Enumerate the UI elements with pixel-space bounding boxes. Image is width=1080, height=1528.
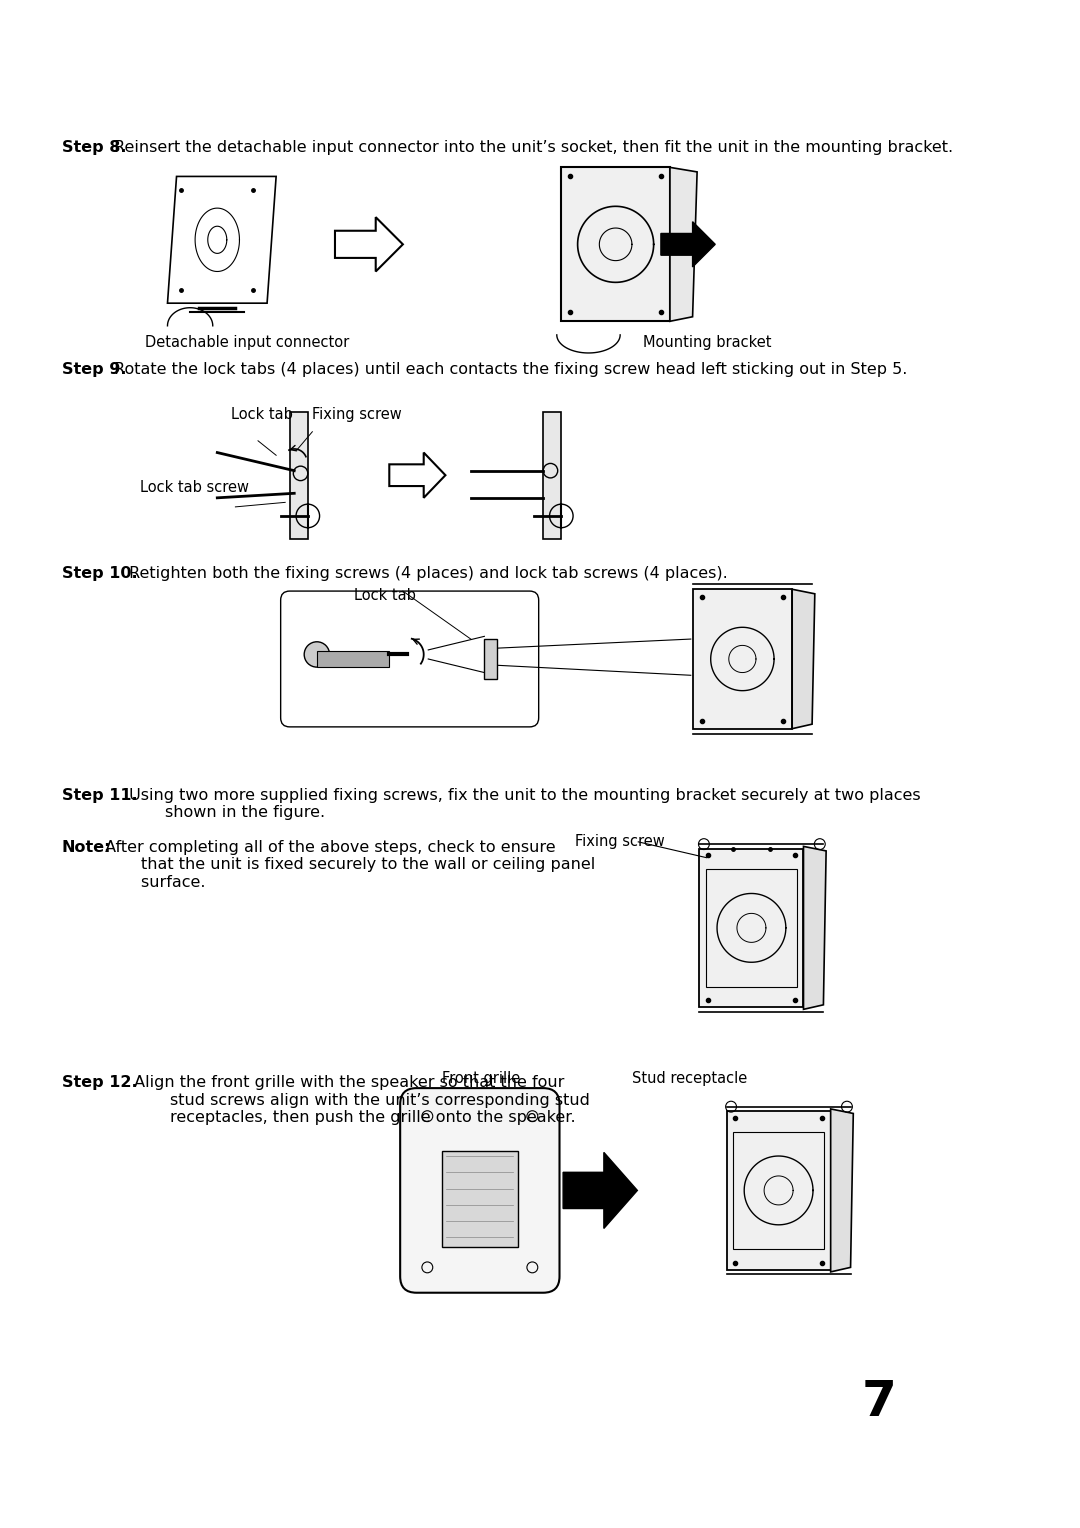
Polygon shape (543, 413, 562, 538)
Polygon shape (661, 222, 715, 267)
Text: 7: 7 (862, 1378, 896, 1426)
Bar (733, 1132, 824, 1250)
Polygon shape (484, 639, 497, 678)
Polygon shape (563, 1152, 637, 1229)
Text: Using two more supplied fixing screws, fix the unit to the mounting bracket secu: Using two more supplied fixing screws, f… (124, 787, 920, 821)
Text: Detachable input connector: Detachable input connector (145, 335, 349, 350)
Text: Step 9.: Step 9. (62, 362, 126, 377)
Text: Retighten both the fixing screws (4 places) and lock tab screws (4 places).: Retighten both the fixing screws (4 plac… (124, 565, 728, 581)
Bar (706, 869, 797, 987)
Circle shape (305, 642, 329, 668)
Text: Mounting bracket: Mounting bracket (643, 335, 771, 350)
Text: Step 12.: Step 12. (62, 1076, 137, 1091)
Text: Lock tab: Lock tab (231, 408, 293, 422)
Text: Step 10.: Step 10. (62, 565, 137, 581)
Text: Fixing screw: Fixing screw (312, 408, 402, 422)
Text: Rotate the lock tabs (4 places) until each contacts the fixing screw head left s: Rotate the lock tabs (4 places) until ea… (109, 362, 907, 377)
Bar (700, 848, 804, 1007)
Polygon shape (289, 413, 308, 538)
Polygon shape (804, 847, 826, 1010)
Bar (692, 588, 792, 729)
Text: Step 11.: Step 11. (62, 787, 137, 802)
Polygon shape (792, 590, 814, 729)
FancyBboxPatch shape (401, 1088, 559, 1293)
Text: After completing all of the above steps, check to ensure
        that the unit i: After completing all of the above steps,… (99, 840, 595, 889)
Text: Align the front grille with the speaker so that the four
        stud screws ali: Align the front grille with the speaker … (129, 1076, 590, 1125)
Text: Step 8.: Step 8. (62, 141, 126, 156)
Text: Reinsert the detachable input connector into the unit’s socket, then fit the uni: Reinsert the detachable input connector … (109, 141, 953, 156)
FancyBboxPatch shape (562, 168, 670, 321)
FancyBboxPatch shape (281, 591, 539, 727)
Text: Front grille: Front grille (442, 1071, 521, 1086)
Text: Lock tab screw: Lock tab screw (140, 480, 249, 495)
Text: Stud receptacle: Stud receptacle (632, 1071, 747, 1086)
Bar (442, 1152, 517, 1247)
Polygon shape (389, 452, 445, 498)
Bar (727, 1111, 831, 1270)
Text: Lock tab: Lock tab (354, 588, 416, 604)
Text: Fixing screw: Fixing screw (575, 834, 664, 850)
Text: Note:: Note: (62, 840, 111, 856)
Polygon shape (831, 1109, 853, 1271)
Bar (316, 651, 389, 668)
Polygon shape (335, 217, 403, 272)
Polygon shape (670, 168, 697, 321)
